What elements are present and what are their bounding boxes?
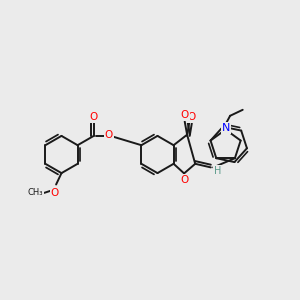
Text: H: H — [214, 166, 221, 176]
Text: N: N — [221, 123, 230, 133]
Text: O: O — [90, 112, 98, 122]
Text: CH₃: CH₃ — [27, 188, 43, 197]
Text: O: O — [51, 188, 59, 198]
Text: O: O — [181, 110, 189, 120]
Text: O: O — [181, 175, 189, 185]
Text: O: O — [105, 130, 113, 140]
Text: O: O — [187, 112, 195, 122]
